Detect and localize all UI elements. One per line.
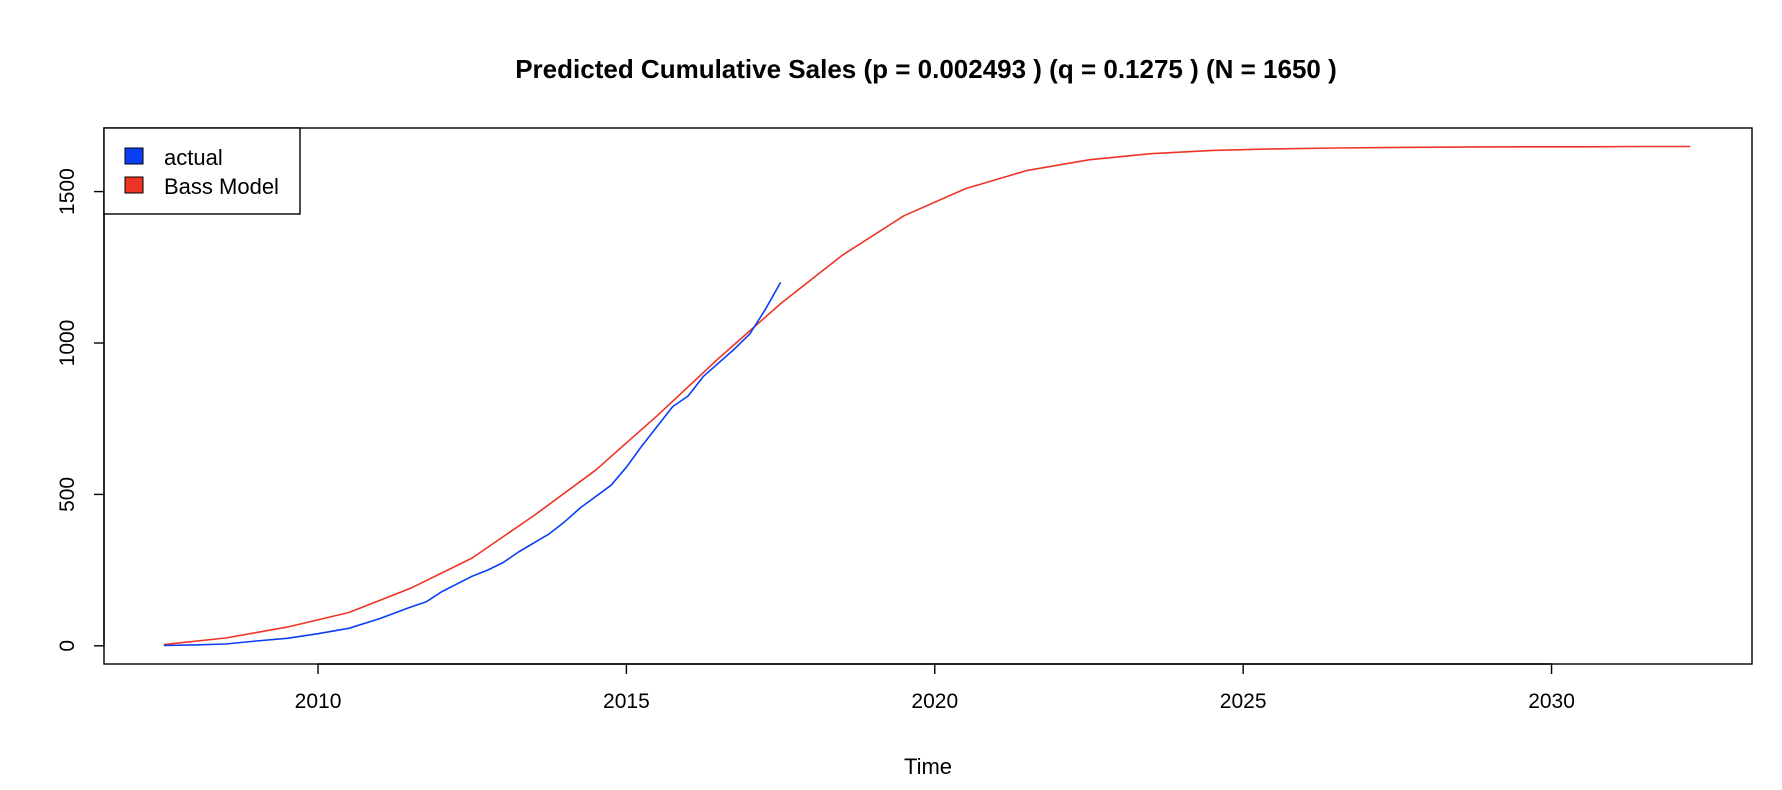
legend: actual Bass Model xyxy=(103,127,301,215)
chart-title: Predicted Cumulative Sales (p = 0.002493… xyxy=(515,54,1337,84)
x-tick-label: 2015 xyxy=(603,690,650,713)
legend-swatch-bass-model xyxy=(124,176,144,194)
series-line-bass-model xyxy=(163,145,1691,646)
y-tick-label: 0 xyxy=(56,640,79,652)
legend-label-actual: actual xyxy=(164,145,223,170)
series-lines xyxy=(163,145,1691,647)
x-axis: 2010 2015 2020 2025 2030 xyxy=(295,663,1575,713)
x-tick-label: 2010 xyxy=(295,690,342,713)
x-axis-label: Time xyxy=(904,754,952,779)
x-tick-label: 2030 xyxy=(1528,690,1575,713)
y-tick-label: 500 xyxy=(56,477,79,512)
legend-swatch-actual xyxy=(124,147,144,165)
y-tick-label: 1000 xyxy=(56,320,79,367)
x-tick-label: 2025 xyxy=(1220,690,1267,713)
x-tick-label: 2020 xyxy=(911,690,958,713)
series-line-actual xyxy=(163,282,782,647)
y-tick-label: 1500 xyxy=(56,168,79,215)
plot-frame xyxy=(103,127,1753,665)
legend-label-bass-model: Bass Model xyxy=(164,174,279,199)
y-axis: 0 500 1000 1500 xyxy=(56,168,105,652)
legend-box xyxy=(103,127,301,215)
